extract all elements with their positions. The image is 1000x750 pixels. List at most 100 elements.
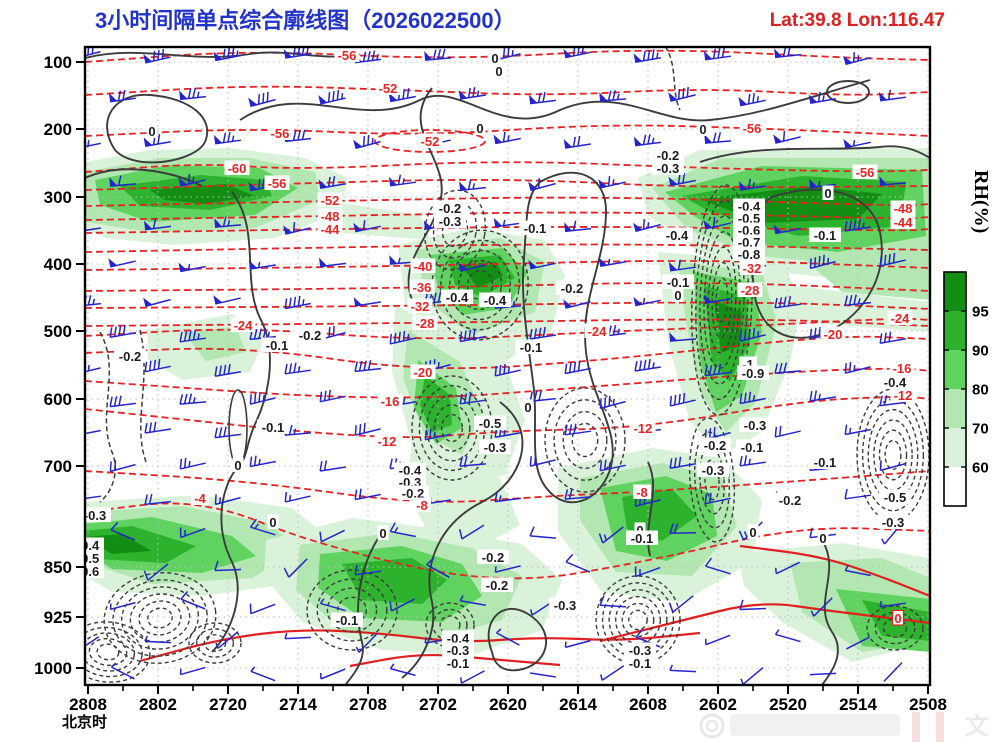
- wind-barb: [739, 455, 766, 467]
- wind-barb: [458, 262, 486, 272]
- wind-barb: [883, 662, 903, 682]
- wind-barb: [284, 362, 311, 375]
- contour-label: -0.1: [629, 656, 651, 671]
- wind-barb: [388, 174, 416, 187]
- wind-barb: [774, 48, 802, 59]
- contour-labels: 0 0 0 0 0 0 -0.2 -0.3 -0.2 -0.3 -0.1 -0.4 -0.1 -0.4 -0…: [77, 48, 916, 671]
- wind-barb: [564, 488, 592, 500]
- wind-barb: [250, 666, 276, 682]
- contour-label: -28: [741, 283, 760, 298]
- dashed-contour-nest: [866, 605, 924, 651]
- colorbar-segment: [944, 467, 966, 506]
- wind-barb: [634, 566, 661, 578]
- contour-label: 0: [379, 526, 386, 541]
- contour-label: 0: [148, 124, 155, 139]
- wind-barb: [598, 175, 626, 189]
- wind-barb: [669, 456, 696, 469]
- wind-barb: [809, 390, 836, 402]
- wind-barb: [493, 217, 521, 228]
- wind-barb: [144, 358, 171, 373]
- contour-label: 0: [819, 531, 826, 546]
- contour-label: -0.2: [439, 201, 461, 216]
- wind-barbs: [86, 48, 907, 684]
- contour-label: 0: [749, 525, 756, 540]
- wind-barb: [283, 48, 311, 59]
- contour-label: 0: [824, 186, 831, 201]
- wind-barb: [110, 521, 136, 541]
- contour-label: -0.3: [554, 598, 576, 613]
- wind-barb: [844, 565, 871, 577]
- contour-label: -0.2: [402, 486, 424, 501]
- contour-label: -0.2: [482, 550, 504, 565]
- wind-barb: [563, 48, 591, 59]
- x-tick-label: 2702: [419, 695, 457, 714]
- wind-barb: [284, 632, 312, 640]
- wind-barb: [213, 48, 241, 62]
- contour-label: -24: [891, 311, 911, 326]
- colorbar-tick-label: 90: [972, 343, 989, 360]
- x-tick-label: 2514: [839, 695, 877, 714]
- wind-barb: [808, 91, 836, 104]
- x-tick-label: 2714: [279, 695, 317, 714]
- wind-barb: [86, 364, 101, 375]
- wind-barb: [563, 135, 591, 149]
- contour-label: -56: [743, 121, 762, 136]
- wind-barb: [459, 455, 487, 467]
- y-tick-label: 500: [44, 322, 72, 341]
- contour-label: -0.1: [336, 613, 358, 628]
- wind-barb: [494, 363, 521, 377]
- wind-barb: [354, 360, 382, 373]
- contour-label: -0.4: [399, 463, 422, 478]
- wind-barb: [389, 522, 416, 538]
- wind-barb: [459, 595, 486, 606]
- contour-label: -56: [271, 126, 290, 141]
- wind-barb: [844, 424, 871, 436]
- y-tick-label: 200: [44, 120, 72, 139]
- wind-barb: [144, 421, 171, 434]
- wind-barb: [564, 639, 591, 649]
- wind-barb: [86, 429, 101, 437]
- wind-barb: [598, 526, 624, 544]
- contour-label: -0.7: [738, 235, 760, 250]
- latlon-label: Lat:39.8 Lon:116.47: [770, 10, 945, 31]
- contour-label: -36: [413, 280, 432, 295]
- contour-label: -28: [416, 316, 435, 331]
- wind-barb: [530, 672, 556, 678]
- contour-label: -0.1: [520, 340, 542, 355]
- axes: 2808 2802 2720 2714 2708 2702 2620 2614 2608 2602…: [34, 53, 947, 714]
- contour-label: -0.3: [702, 463, 724, 478]
- contour-label: -0.1: [266, 338, 288, 353]
- contour-label: -0.1: [447, 656, 469, 671]
- wind-barb: [179, 527, 206, 539]
- contour-label: -0.4: [666, 228, 689, 243]
- wind-barb: [564, 360, 591, 375]
- wind-barb: [738, 178, 766, 191]
- contour-label: -52: [421, 134, 440, 149]
- dashed-contour-nest: [188, 622, 242, 664]
- wind-barb: [213, 295, 241, 305]
- contour-label: -0.2: [704, 438, 726, 453]
- wind-barb: [180, 591, 206, 610]
- contour-label: -0.2: [119, 349, 141, 364]
- x-tick-label: 2802: [139, 695, 177, 714]
- wind-barb: [319, 598, 346, 612]
- y-tick-label: 300: [44, 188, 72, 207]
- wind-barb: [493, 131, 521, 145]
- wind-barb: [774, 561, 801, 575]
- wind-barb: [353, 134, 381, 150]
- contour-label: 0: [234, 458, 241, 473]
- wind-barb: [774, 362, 802, 374]
- wind-barb: [426, 557, 450, 578]
- wind-barb: [599, 90, 627, 102]
- wind-barb: [844, 488, 871, 500]
- wind-barb: [214, 363, 241, 377]
- contour-label: -0.4: [77, 538, 100, 553]
- contour-label: -56: [338, 48, 357, 63]
- wind-barb: [704, 557, 731, 575]
- contour-label: -32: [743, 261, 762, 276]
- wind-barb: [144, 635, 172, 644]
- contour-label: -0.1: [524, 221, 546, 236]
- wind-barb: [179, 666, 206, 676]
- x-tick-label: 2808: [69, 695, 107, 714]
